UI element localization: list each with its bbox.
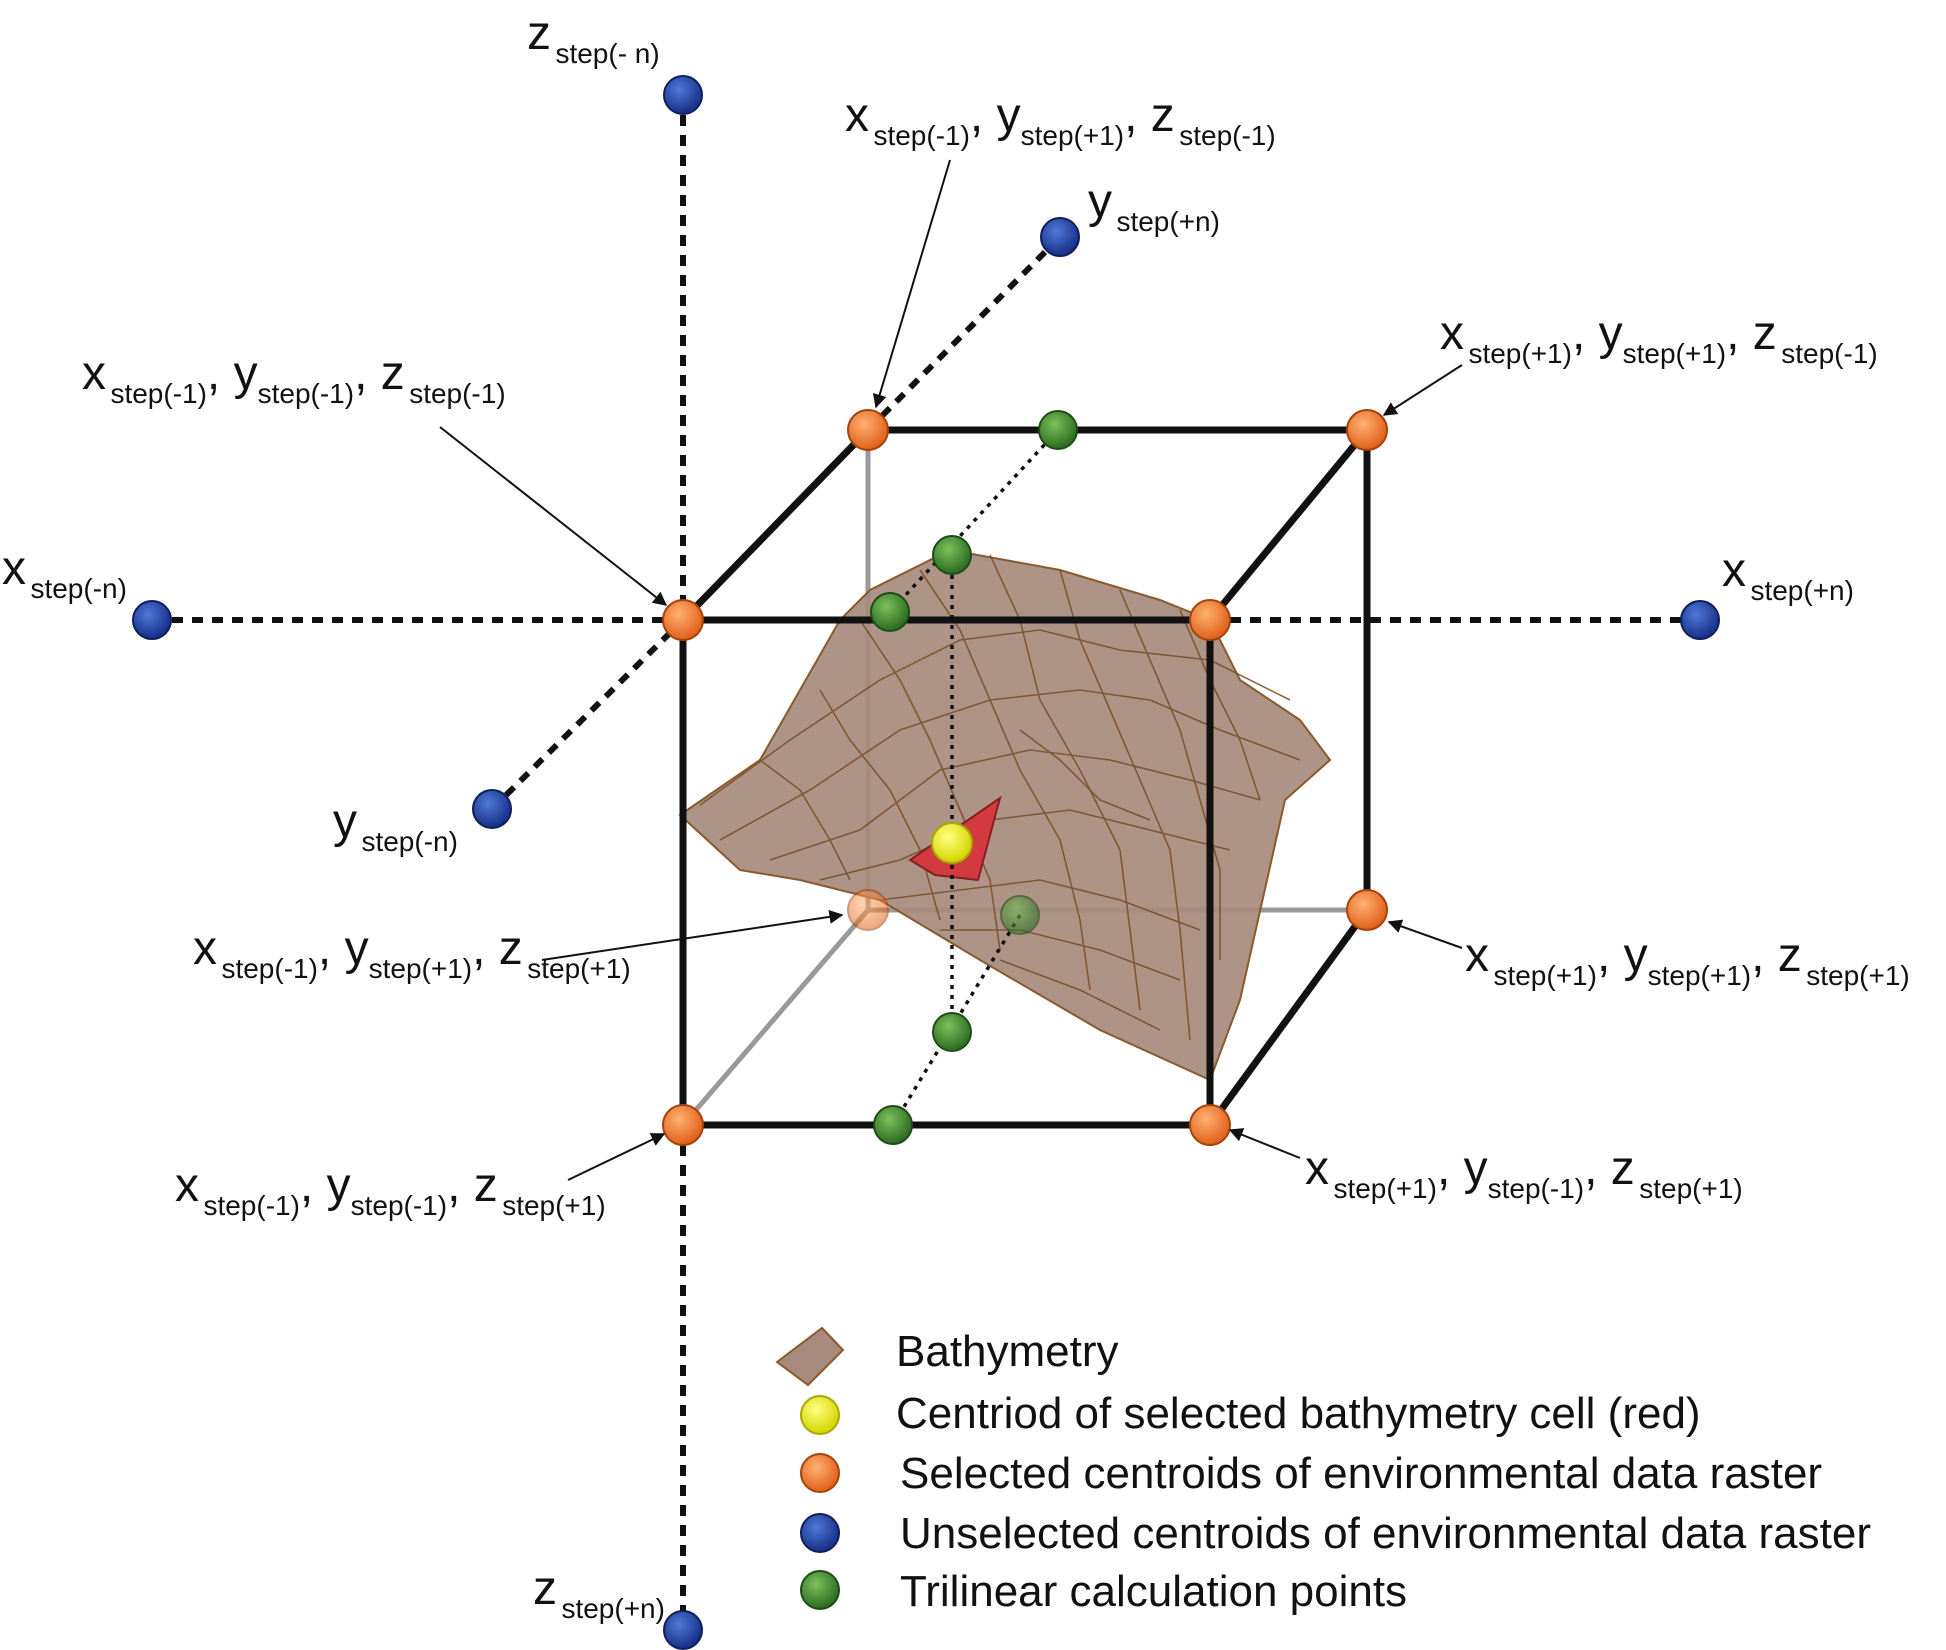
corner-label-c1: x step(-1), ystep(+1), z step(-1) <box>845 89 1276 151</box>
yellow-dot-icon <box>800 1395 840 1435</box>
bathymetry-surface <box>678 548 1332 1082</box>
blue-dot-z-neg <box>663 75 703 115</box>
y-axis-upper <box>865 234 1063 433</box>
trilinear-points <box>870 410 1078 1145</box>
unselected-centroids <box>132 75 1720 1650</box>
bathymetry-swatch-icon <box>775 1326 845 1387</box>
legend-selected-centroids: Selected centroids of environmental data… <box>900 1449 1823 1498</box>
bathymetry-cell-centroid <box>931 822 973 864</box>
blue-dot-x-neg <box>132 600 172 640</box>
corner-label-c4: x step(-1), ystep(+1), z step(+1) <box>193 922 631 984</box>
corner-label-c2: x step(-1), ystep(-1), z step(-1) <box>82 347 506 409</box>
corner-label-c6: x step(-1), ystep(-1), z step(+1) <box>175 1159 606 1221</box>
legend-unselected-centroids: Unselected centroids of environmental da… <box>900 1509 1871 1558</box>
corner-label-c7: x step(+1), ystep(-1), z step(+1) <box>1305 1142 1743 1204</box>
legend-centroid-selected-cell: Centriod of selected bathymetry cell (re… <box>896 1389 1701 1438</box>
blue-dot-z-pos <box>663 1610 703 1650</box>
legend-icons <box>775 1326 845 1610</box>
green-dot-icon <box>800 1570 840 1610</box>
cube-edges <box>679 426 1371 1129</box>
blue-dot-x-pos <box>1680 600 1720 640</box>
corner-label-c5: x step(+1), ystep(+1), z step(+1) <box>1465 929 1910 991</box>
blue-dot-y-pos <box>1040 217 1080 257</box>
label-x-pos: x step(+n) <box>1722 544 1854 606</box>
y-axis-lower <box>489 617 686 812</box>
leader-arrows <box>439 159 1463 1181</box>
label-y-neg: y step(-n) <box>333 795 458 857</box>
label-x-neg: x step(-n) <box>2 542 127 604</box>
label-z-pos: z step(+n) <box>533 1562 665 1624</box>
label-z-neg: z step(- n) <box>527 7 660 69</box>
orange-dot-icon <box>800 1453 840 1493</box>
blue-dot-y-neg <box>472 789 512 829</box>
selected-centroids <box>662 409 1388 1146</box>
legend-trilinear-points: Trilinear calculation points <box>900 1567 1408 1616</box>
blue-dot-icon <box>800 1513 840 1553</box>
legend-bathymetry: Bathymetry <box>896 1327 1119 1376</box>
corner-label-c3: x step(+1), ystep(+1), z step(-1) <box>1440 307 1878 369</box>
label-y-pos: y step(+n) <box>1088 175 1220 237</box>
axes <box>152 95 1700 1630</box>
